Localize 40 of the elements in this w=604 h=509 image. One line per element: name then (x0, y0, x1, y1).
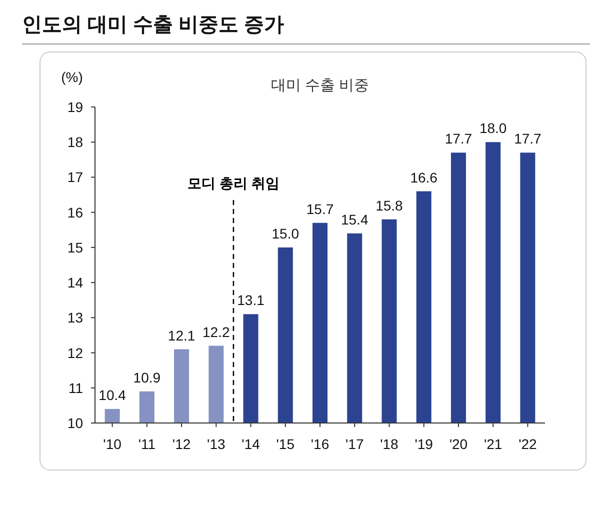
data-label: 15.7 (306, 200, 334, 217)
data-label: 15.4 (340, 211, 368, 228)
x-tick-label: '15 (276, 436, 295, 452)
data-label: 17.7 (514, 130, 542, 147)
data-label: 16.6 (410, 169, 438, 186)
ref-line-label: 모디 총리 취임 (188, 175, 280, 191)
x-tick-label: '14 (242, 436, 260, 452)
data-label: 15.0 (272, 225, 300, 242)
x-tick-label: '16 (310, 436, 330, 452)
data-label: 10.9 (133, 369, 161, 386)
data-label: 17.7 (444, 130, 472, 147)
y-axis-title: (%) (61, 69, 83, 85)
y-tick-label: 14 (67, 274, 84, 291)
y-tick-label: 11 (68, 380, 84, 396)
y-tick-label: 10 (67, 415, 84, 431)
data-label: 10.4 (98, 386, 126, 403)
y-tick-label: 18 (67, 134, 84, 150)
y-tick-label: 15 (67, 239, 84, 256)
x-tick-label: '11 (138, 436, 156, 452)
data-label: 12.2 (202, 324, 230, 340)
y-tick-label: 13 (67, 310, 84, 326)
data-label: 13.1 (237, 292, 265, 308)
x-tick-label: '20 (449, 436, 468, 452)
x-tick-label: '17 (345, 436, 364, 452)
x-tick-label: '21 (484, 436, 502, 452)
x-tick-label: '18 (380, 436, 399, 452)
y-tick-label: 16 (67, 204, 84, 220)
x-tick-label: '10 (103, 436, 122, 452)
data-label: 12.1 (168, 327, 196, 344)
y-tick-label: 19 (67, 99, 84, 115)
chart-subtitle: 대미 수출 비중 (270, 77, 370, 94)
y-tick-label: 17 (67, 169, 84, 186)
data-label: 18.0 (479, 120, 507, 136)
x-tick-label: '13 (207, 436, 226, 452)
x-tick-label: '19 (414, 436, 434, 452)
chart-title: 인도의 대미 수출 비중도 증가 (22, 14, 284, 36)
y-tick-label: 12 (67, 344, 84, 361)
data-label: 15.8 (376, 197, 404, 214)
x-tick-label: '12 (172, 436, 191, 452)
x-tick-label: '22 (518, 436, 538, 452)
